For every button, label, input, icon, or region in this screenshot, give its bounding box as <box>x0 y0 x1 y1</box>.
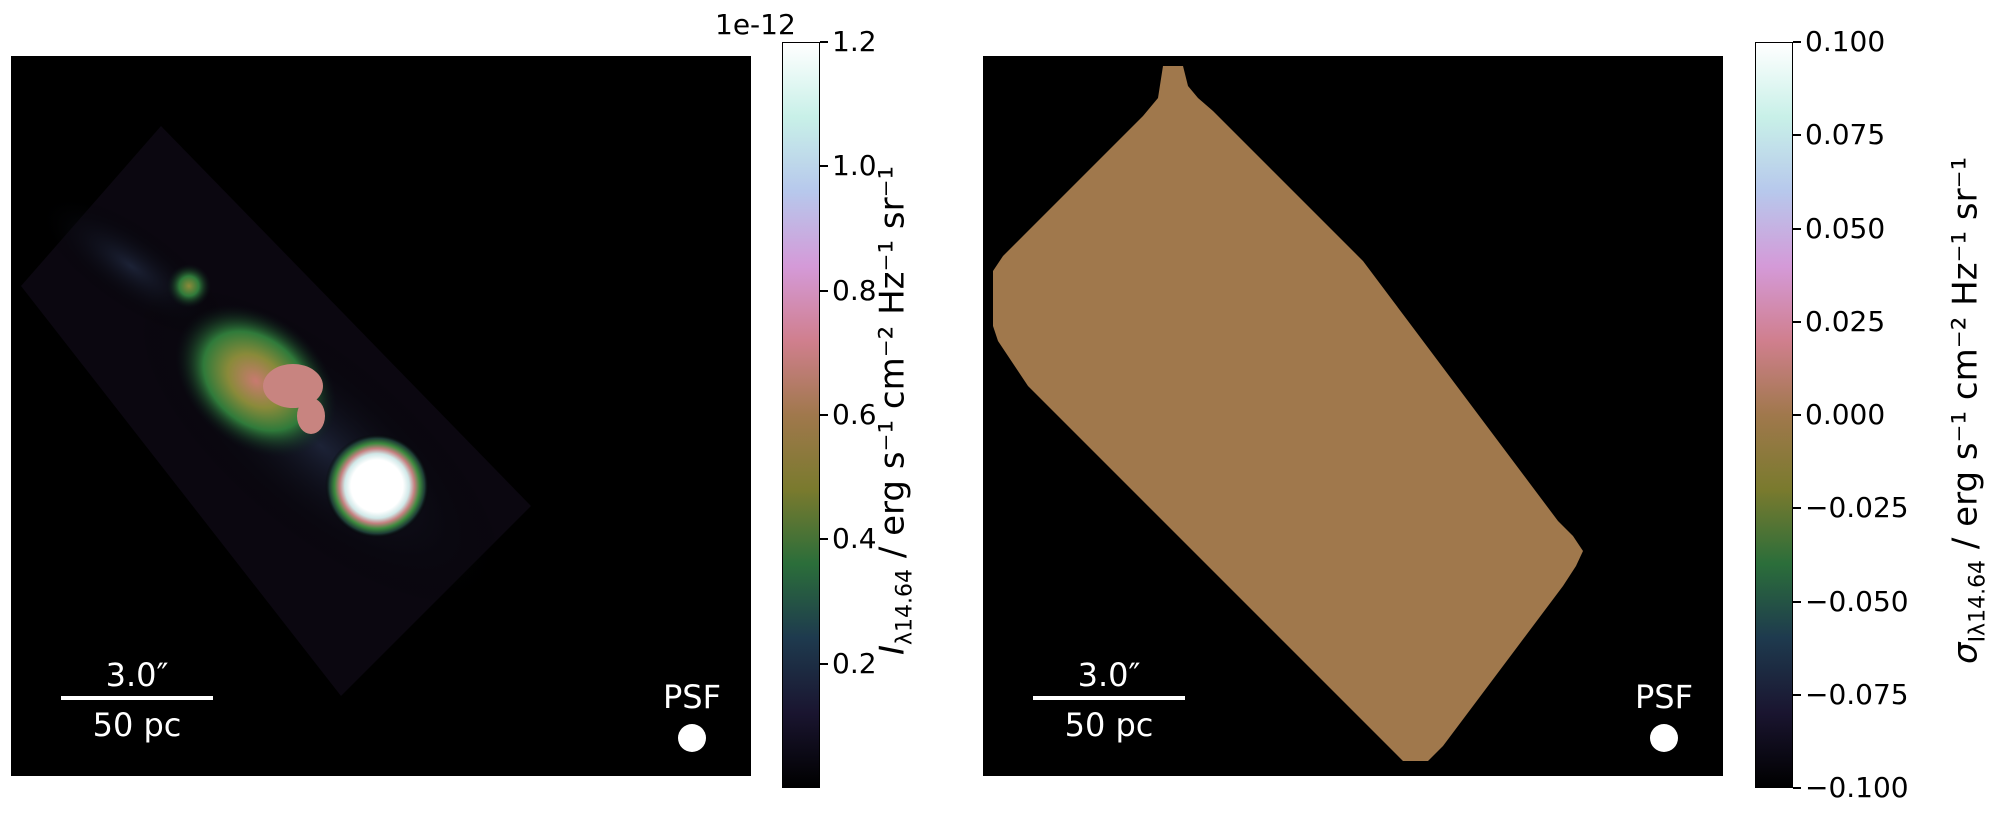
scale-bar-distance: 50 pc <box>1064 706 1154 744</box>
scale-bar-distance: 50 pc <box>92 706 182 744</box>
left-colorbar <box>782 42 820 788</box>
extended-clump <box>175 304 337 458</box>
uncertainty-image <box>993 66 1583 761</box>
label-subscript: λ14.64 <box>892 568 918 645</box>
colorbar-tick-label: 0.050 <box>1805 211 1886 245</box>
colorbar-tick-mark <box>1793 320 1801 323</box>
psf-dot <box>1650 724 1678 752</box>
colorbar-tick-label: 0.8 <box>832 273 877 307</box>
colorbar-tick-label: 0.100 <box>1805 25 1886 58</box>
colorbar-tick-mark <box>1793 414 1801 416</box>
colorbar-tick-label: −0.025 <box>1805 491 1909 525</box>
coverage-mask <box>993 66 1583 761</box>
colorbar-tick-label: 0.6 <box>832 398 877 431</box>
colorbar-tick-label: −0.100 <box>1805 771 1909 804</box>
scale-bar-angle: 3.0″ <box>105 656 169 694</box>
colorbar-tick-mark <box>820 538 828 541</box>
label-symbol: σ <box>1945 642 1986 664</box>
psf-label: PSF <box>1634 678 1693 716</box>
scale-bar-line <box>61 696 213 700</box>
colorbar-tick-mark <box>1793 507 1801 510</box>
colorbar-tick-mark <box>820 289 828 292</box>
bright-source <box>325 434 429 538</box>
colorbar-tick-label: 1.2 <box>832 25 877 58</box>
left-colorbar-label: Iλ14.64 / erg s⁻¹ cm⁻² Hz⁻¹ sr⁻¹ <box>873 110 918 710</box>
colorbar-tick-label: −0.050 <box>1805 584 1909 618</box>
label-symbol: I <box>872 644 913 655</box>
clump-peak <box>297 398 325 434</box>
scale-bar-angle: 3.0″ <box>1077 656 1141 694</box>
colorbar-tick-mark <box>1793 600 1801 603</box>
label-units: / erg s⁻¹ cm⁻² Hz⁻¹ sr⁻¹ <box>1945 156 1986 550</box>
intensity-image <box>21 126 531 696</box>
colorbar-tick-mark <box>1793 227 1801 230</box>
right-uncertainty-map: 3.0″ 50 pc PSF <box>983 56 1723 776</box>
scale-bar-line <box>1033 696 1185 700</box>
clump-peak <box>263 364 323 408</box>
right-colorbar <box>1755 42 1793 788</box>
colorbar-tick-mark <box>1793 41 1801 43</box>
label-subscript: Iλ14.64 <box>1965 559 1991 643</box>
colorbar-tick-label: −0.075 <box>1805 677 1909 711</box>
colorbar-tick-label: 0.075 <box>1805 118 1886 152</box>
colorbar-tick-mark <box>1793 134 1801 137</box>
psf-label: PSF <box>662 678 721 716</box>
colorbar-tick-mark <box>820 165 828 168</box>
colorbar-tick-mark <box>820 41 828 43</box>
colorbar-tick-mark <box>820 414 828 416</box>
colorbar-tick-label: 0.2 <box>832 646 877 680</box>
colorbar-tick-mark <box>1793 787 1801 789</box>
psf-indicator: PSF <box>657 678 727 752</box>
colorbar-tick-label: 1.0 <box>832 149 877 183</box>
right-colorbar-label: σIλ14.64 / erg s⁻¹ cm⁻² Hz⁻¹ sr⁻¹ <box>1946 110 1991 710</box>
colorbar-tick-label: 0.000 <box>1805 398 1886 431</box>
colorbar-tick-mark <box>1793 693 1801 696</box>
label-units: / erg s⁻¹ cm⁻² Hz⁻¹ sr⁻¹ <box>872 165 913 559</box>
scale-bar: 3.0″ 50 pc <box>61 656 213 744</box>
colorbar-offset-text: 1e-12 <box>715 8 796 41</box>
scale-bar: 3.0″ 50 pc <box>1033 656 1185 744</box>
colorbar-tick-mark <box>820 662 828 665</box>
colorbar-tick-label: 0.025 <box>1805 304 1886 338</box>
psf-dot <box>678 724 706 752</box>
left-intensity-map: 3.0″ 50 pc PSF <box>11 56 751 776</box>
colorbar-tick-label: 0.4 <box>832 522 877 556</box>
psf-indicator: PSF <box>1629 678 1699 752</box>
compact-source <box>167 264 211 308</box>
